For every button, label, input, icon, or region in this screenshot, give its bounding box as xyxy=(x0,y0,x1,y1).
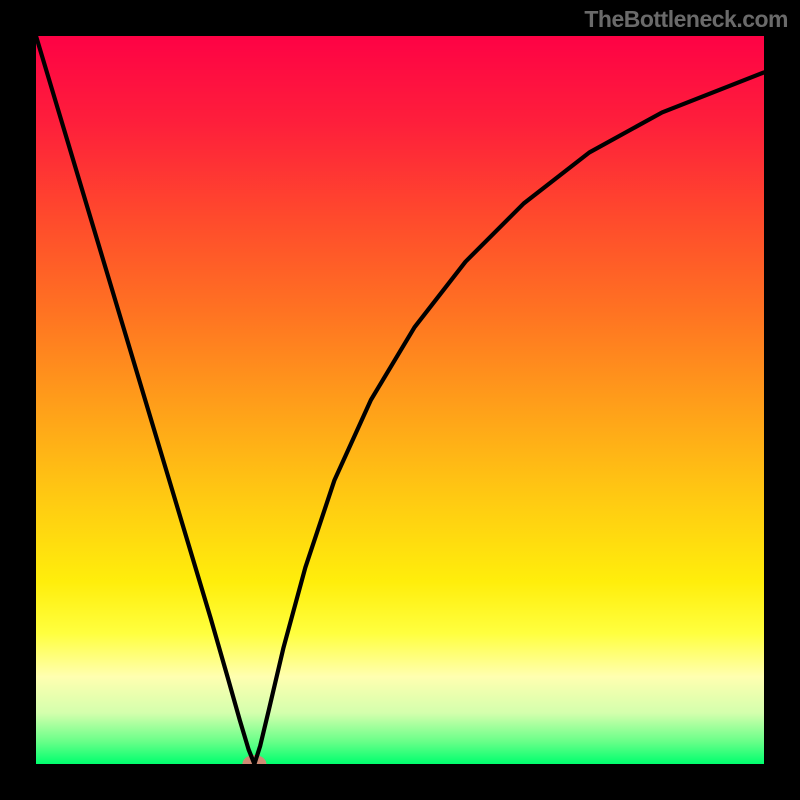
watermark-text: TheBottleneck.com xyxy=(584,6,788,33)
chart-container: TheBottleneck.com xyxy=(0,0,800,800)
bottleneck-chart xyxy=(0,0,800,800)
